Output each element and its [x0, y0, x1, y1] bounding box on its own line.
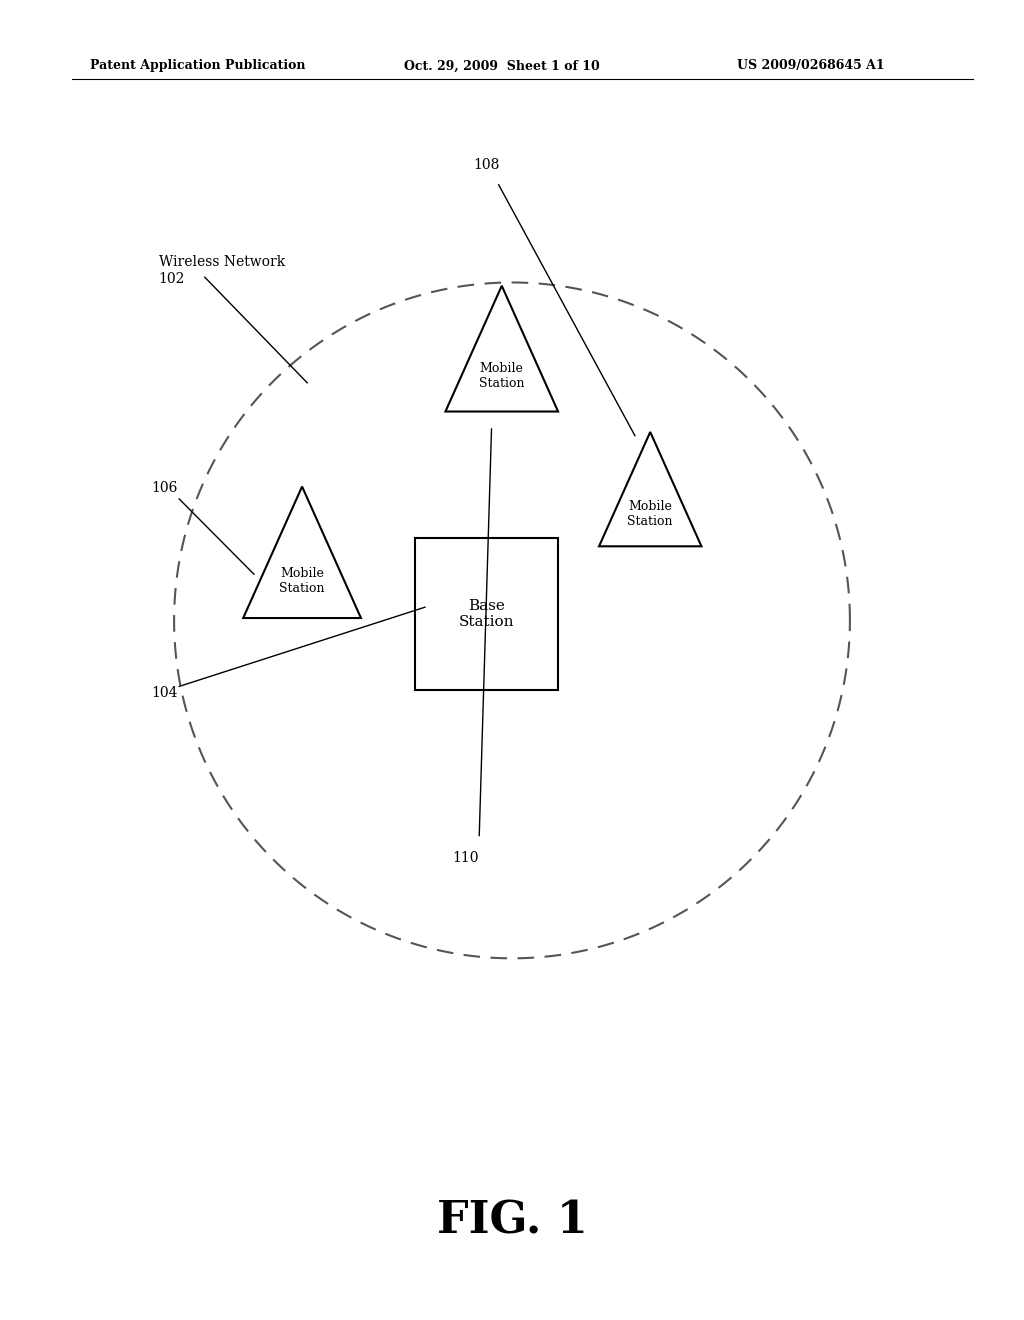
- Text: Oct. 29, 2009  Sheet 1 of 10: Oct. 29, 2009 Sheet 1 of 10: [404, 59, 600, 73]
- Text: Patent Application Publication: Patent Application Publication: [90, 59, 305, 73]
- Text: Mobile
Station: Mobile Station: [479, 362, 524, 389]
- Text: 104: 104: [152, 686, 178, 700]
- Text: FIG. 1: FIG. 1: [436, 1200, 588, 1242]
- Text: 106: 106: [152, 482, 178, 495]
- Polygon shape: [445, 285, 558, 412]
- Polygon shape: [244, 487, 360, 618]
- Text: Wireless Network
102: Wireless Network 102: [159, 256, 285, 285]
- Text: Mobile
Station: Mobile Station: [280, 566, 325, 595]
- Text: 108: 108: [473, 157, 500, 172]
- Text: US 2009/0268645 A1: US 2009/0268645 A1: [737, 59, 885, 73]
- Text: Base
Station: Base Station: [459, 599, 514, 628]
- Text: 110: 110: [453, 851, 479, 866]
- Bar: [415, 539, 558, 689]
- Text: Mobile
Station: Mobile Station: [628, 500, 673, 528]
- Polygon shape: [599, 432, 701, 546]
